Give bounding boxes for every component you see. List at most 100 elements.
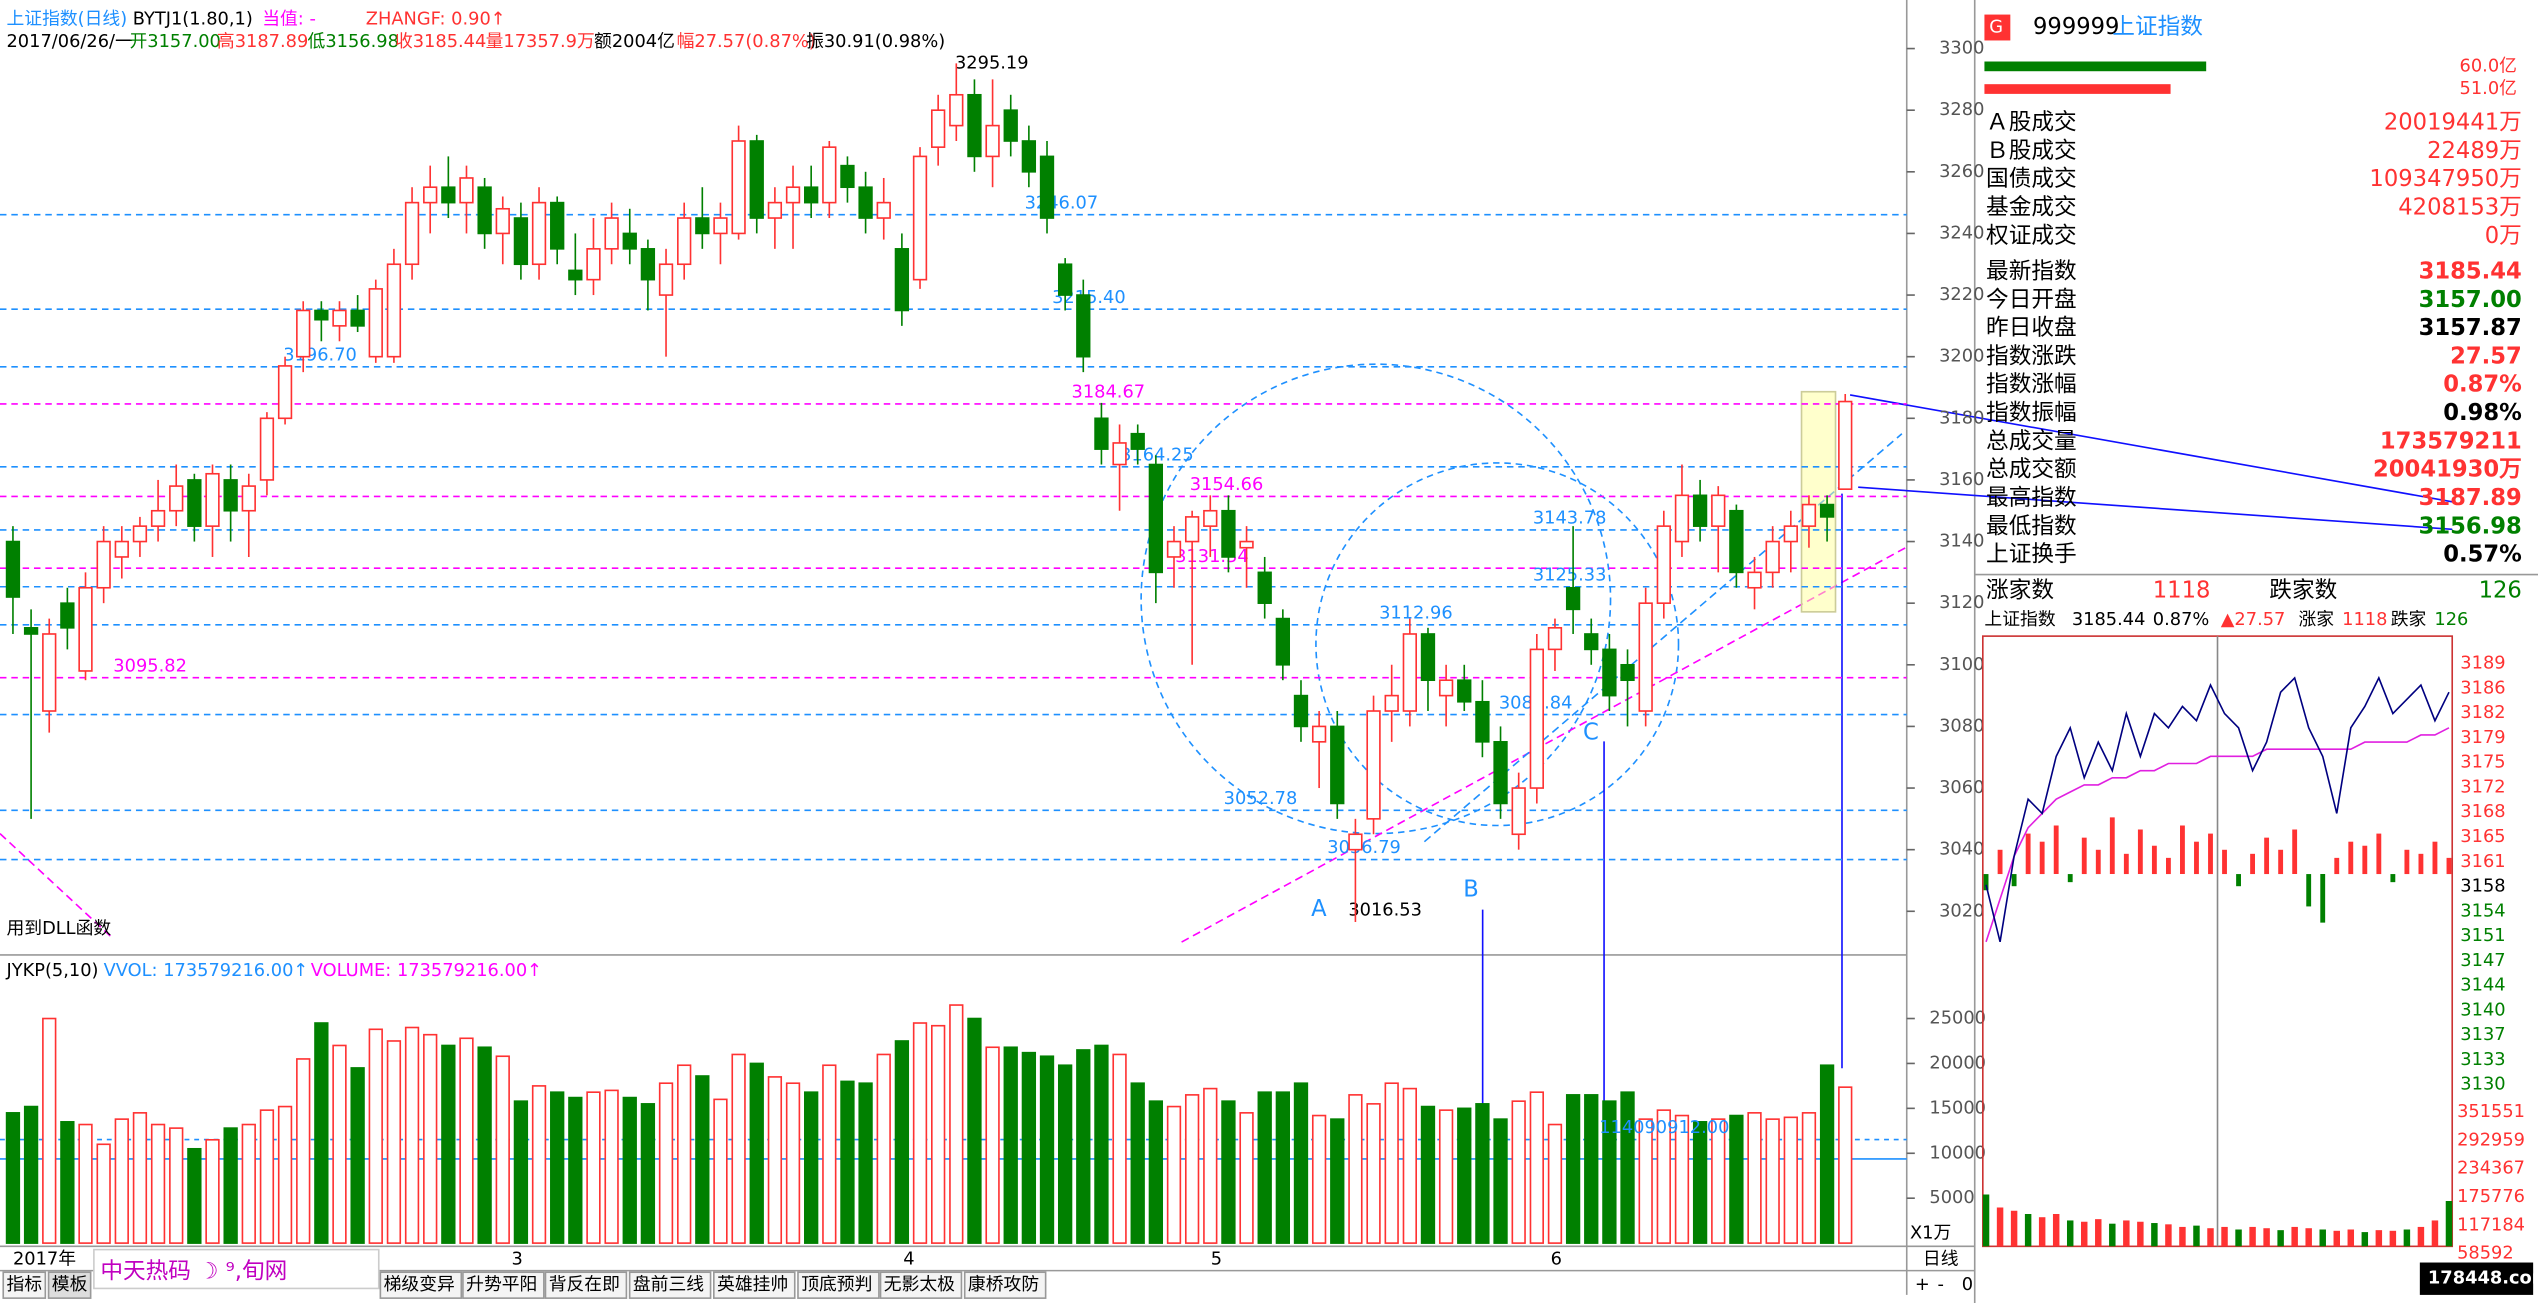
v-tick-label: 15000 <box>1929 1097 1986 1118</box>
tab[interactable] <box>713 1271 796 1299</box>
candle-body <box>677 217 692 266</box>
bar-label: 60.0亿 <box>2460 55 2517 76</box>
candle-body <box>277 365 293 420</box>
candle-body <box>78 586 93 672</box>
tab[interactable] <box>879 1271 963 1299</box>
volume-bar <box>1674 1114 1690 1244</box>
level-label: 3036.79 <box>1327 837 1401 858</box>
level-label: 3016.53 <box>1348 900 1422 921</box>
breadth: 跌家数 <box>2269 577 2337 603</box>
breadth: 126 <box>2479 577 2522 603</box>
y-tick-label: 3080 <box>1939 715 1984 736</box>
level-label: 3125.33 <box>1533 564 1607 585</box>
mini-tick: 3133 <box>2460 1049 2505 1070</box>
volume-bar <box>1438 1109 1454 1244</box>
v-tick-label: 10000 <box>1929 1142 1986 1163</box>
volume-bar <box>1511 1100 1526 1244</box>
candle-body <box>1783 525 1798 543</box>
row-value: 3157.87 <box>2419 315 2522 341</box>
mini-tick: 3179 <box>2460 727 2505 748</box>
candle-body <box>441 186 456 204</box>
candle-body <box>223 479 238 512</box>
mini-tick: 3144 <box>2460 975 2505 996</box>
row-value: 4208153万 <box>2398 194 2522 220</box>
volume-bar <box>42 1017 57 1244</box>
candle-body <box>1729 509 1744 574</box>
volume-bar <box>23 1105 39 1244</box>
volume-bar <box>1239 1112 1254 1244</box>
volume-bar <box>441 1044 456 1244</box>
row-value: 173579211 <box>2380 428 2522 454</box>
row-label: 指数涨跌 <box>1986 343 2077 369</box>
volume-bar <box>404 1026 420 1244</box>
mini-header: ▲27.57 <box>2221 609 2286 630</box>
level-label: 3131.34 <box>1175 546 1249 567</box>
tab[interactable] <box>379 1271 463 1299</box>
candle-body <box>1221 509 1236 558</box>
volume-header: VOLUME: 173579216.00↑ <box>311 960 542 981</box>
volume-bar <box>132 1112 148 1244</box>
candle-body <box>695 217 710 235</box>
y-tick-label: 3200 <box>1939 346 1984 367</box>
row-value: 0.57% <box>2443 542 2522 568</box>
mini-tick: 3165 <box>2460 826 2505 847</box>
tab[interactable] <box>797 1271 880 1299</box>
mini-vtick: 58592 <box>2457 1243 2514 1264</box>
volume-bar <box>1184 1094 1200 1244</box>
candle-body <box>513 217 529 266</box>
candle-body <box>1311 725 1327 743</box>
mini-vtick: 234367 <box>2457 1158 2525 1179</box>
volume-bar <box>96 1143 111 1244</box>
average-line <box>1985 727 2450 943</box>
candle-body <box>5 540 21 598</box>
volume-bar <box>296 1058 311 1244</box>
tab-label: 指标 <box>6 1274 42 1295</box>
y-tick-label: 3060 <box>1939 777 1984 798</box>
volume-bar <box>1257 1091 1272 1244</box>
row-value: 3187.89 <box>2419 485 2522 511</box>
volume-bar <box>1620 1091 1635 1244</box>
volume-header: JYKP(5,10) <box>5 960 98 981</box>
volume-bar <box>259 1109 275 1244</box>
volume-bar <box>949 1004 964 1244</box>
header-text: 收3185.44 <box>395 31 486 52</box>
volume-bar <box>169 1127 184 1244</box>
candle-body <box>1039 155 1055 219</box>
tab[interactable] <box>963 1271 1047 1299</box>
candle-body <box>332 309 347 327</box>
volume-bar <box>658 1082 674 1244</box>
candle-body <box>23 627 39 635</box>
tab-label: 背反在即 <box>549 1274 620 1295</box>
row-value: 22489万 <box>2427 138 2522 164</box>
tab[interactable] <box>2 1271 47 1299</box>
x-tick-label: 3 <box>511 1248 522 1269</box>
mini-vtick: 117184 <box>2457 1214 2525 1235</box>
candle-body <box>1184 516 1200 543</box>
tab-label: 无影太极 <box>884 1274 955 1295</box>
volume-bar <box>1457 1107 1472 1244</box>
candle-body <box>604 217 619 250</box>
tab-label: 顶底预判 <box>801 1274 872 1295</box>
watermark-box <box>2419 1262 2534 1295</box>
bar <box>1984 61 2207 72</box>
tab[interactable] <box>462 1271 545 1299</box>
watermark: 178448.com <box>2428 1268 2538 1289</box>
mini-header: 0.87% <box>2153 609 2210 630</box>
mini-tick: 3130 <box>2460 1074 2505 1095</box>
volume-bar <box>967 1017 982 1244</box>
volume-bar <box>858 1082 873 1244</box>
candle-body <box>495 207 510 235</box>
candle-body <box>1057 263 1073 296</box>
tab[interactable] <box>628 1271 712 1299</box>
candle-body <box>858 186 873 219</box>
y-tick-label: 3140 <box>1939 531 1984 552</box>
tab[interactable] <box>544 1271 628 1299</box>
volume-bar <box>1838 1086 1853 1244</box>
volume-bar <box>568 1096 583 1244</box>
mini-tick: 3147 <box>2460 950 2505 971</box>
volume-bar <box>677 1064 692 1244</box>
tab[interactable] <box>47 1271 92 1299</box>
candle-body <box>568 269 583 281</box>
volume-bar <box>931 1024 946 1244</box>
